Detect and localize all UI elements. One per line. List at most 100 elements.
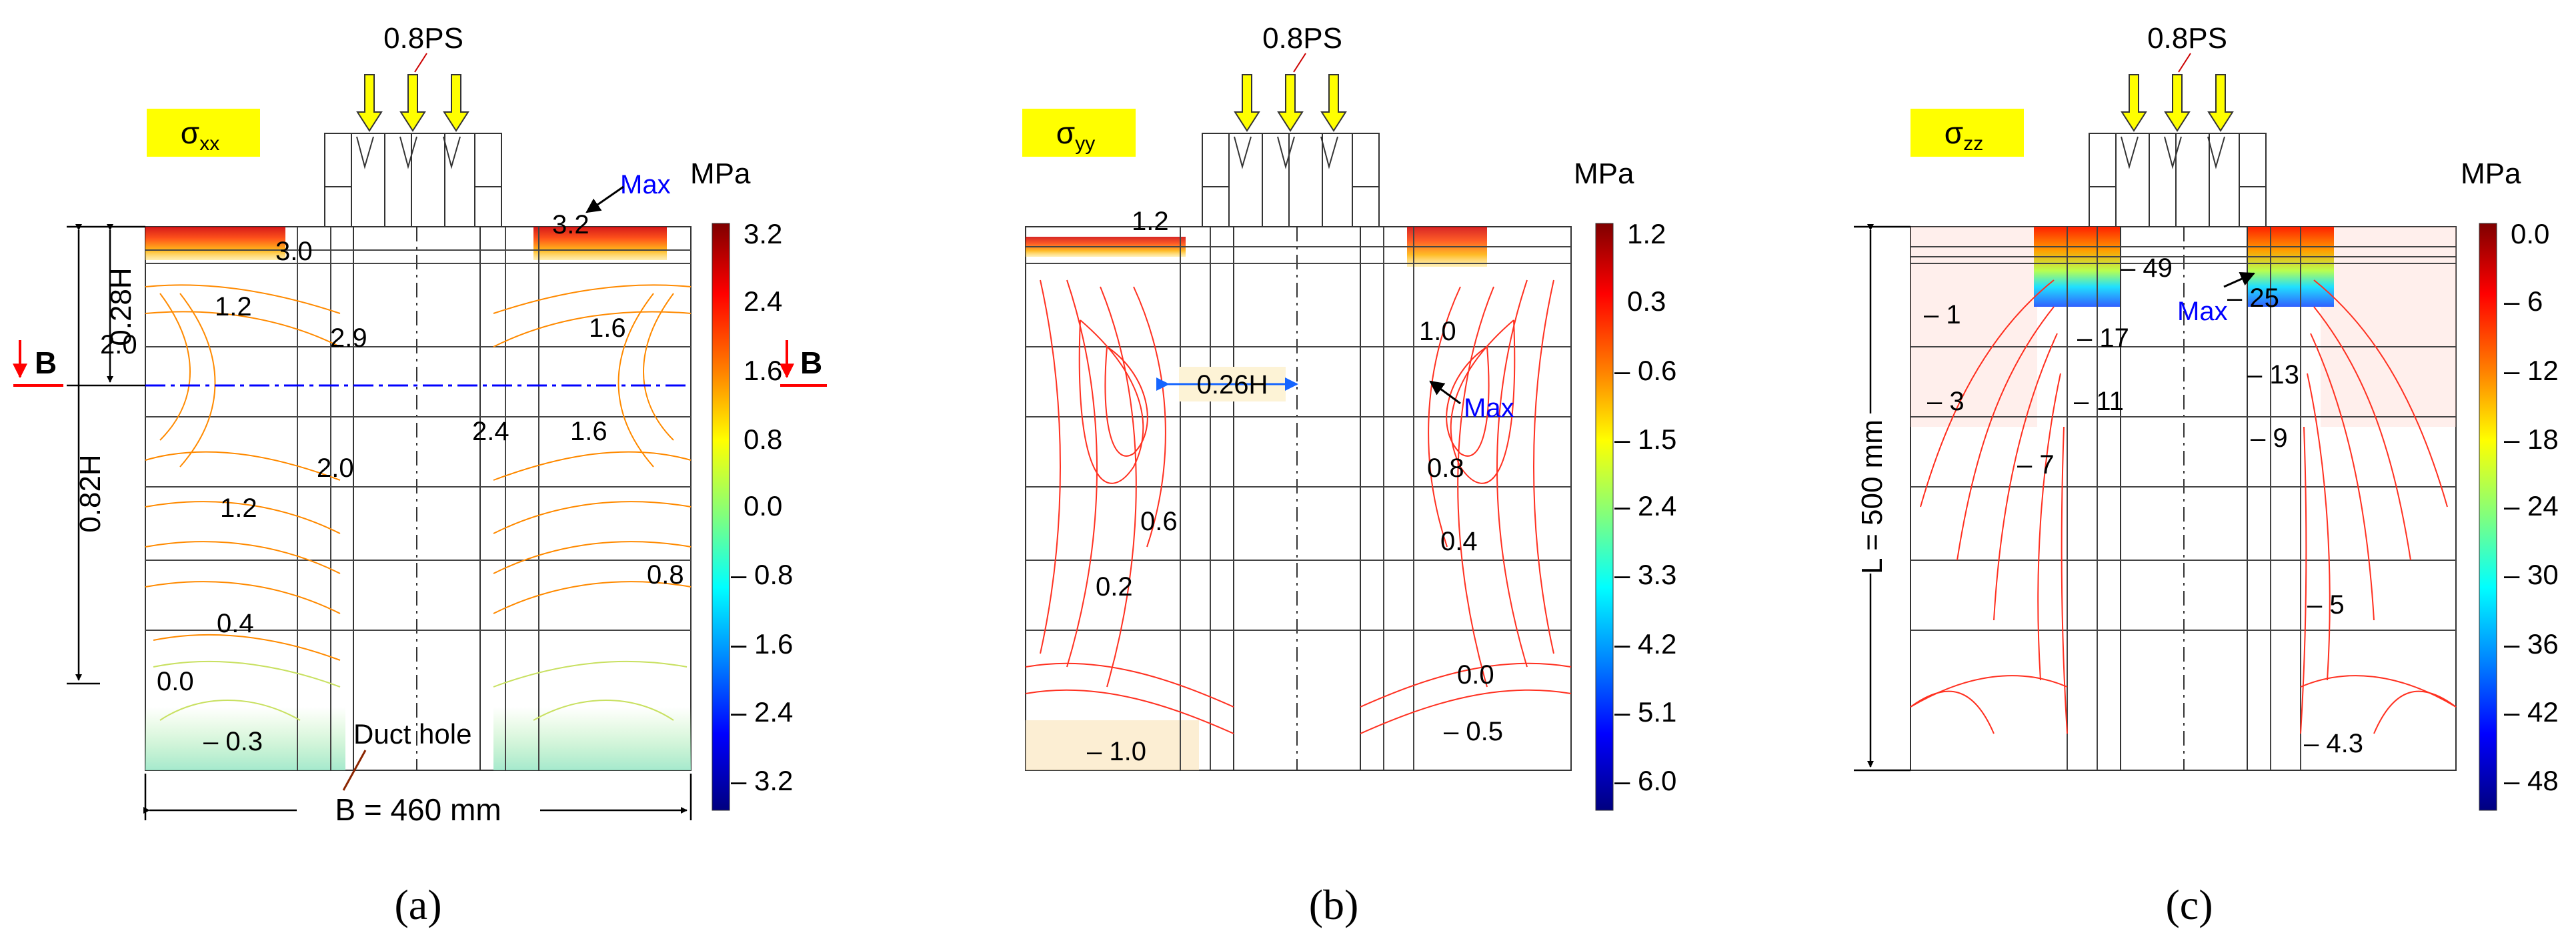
caption-c: (c) — [2165, 881, 2213, 928]
svg-text:– 6: – 6 — [2504, 285, 2543, 317]
svg-text:1.2: 1.2 — [220, 494, 257, 523]
svg-text:B: B — [35, 345, 57, 380]
dim-length: L = 500 mm — [1856, 419, 1888, 574]
svg-text:– 3.2: – 3.2 — [731, 765, 793, 796]
anchor-plate — [2089, 133, 2267, 234]
svg-text:1.2: 1.2 — [215, 292, 252, 321]
svg-text:2.4: 2.4 — [744, 285, 782, 317]
load-arrows — [2121, 74, 2234, 132]
contour-labels: – 49 – 25 – 1 – 17 – 13 – 3 – 11 – 9 – 7… — [1924, 253, 2363, 758]
colorbar — [1595, 223, 1614, 811]
svg-text:– 6.0: – 6.0 — [1614, 765, 1676, 796]
svg-text:– 3.3: – 3.3 — [1614, 559, 1676, 590]
svg-text:0.0: 0.0 — [157, 667, 194, 696]
svg-text:– 4.2: – 4.2 — [1614, 628, 1676, 660]
dim-upper-height: 0.28H — [105, 267, 137, 345]
svg-text:– 3: – 3 — [1927, 387, 1965, 416]
load-label: 0.8PS — [2147, 22, 2227, 55]
svg-text:– 24: – 24 — [2504, 490, 2559, 522]
svg-text:0.4: 0.4 — [217, 609, 254, 638]
svg-text:1.6: 1.6 — [570, 417, 607, 446]
svg-text:– 7: – 7 — [2017, 450, 2055, 480]
svg-text:0.4: 0.4 — [1440, 527, 1478, 556]
svg-text:– 17: – 17 — [2077, 323, 2129, 353]
unit-label: MPa — [2461, 157, 2521, 190]
colorbar-ticks: 1.2 0.3 – 0.6 – 1.5 – 2.4 – 3.3 – 4.2 – … — [1614, 218, 1676, 796]
svg-text:– 2.4: – 2.4 — [1614, 490, 1676, 522]
svg-text:– 0.5: – 0.5 — [1444, 717, 1503, 746]
svg-text:– 48: – 48 — [2504, 765, 2559, 796]
svg-text:– 4.3: – 4.3 — [2304, 729, 2363, 758]
colorbar-ticks: 3.2 2.4 1.6 0.8 0.0 – 0.8 – 1.6 – 2.4 – … — [731, 218, 793, 796]
dim-total-height: 0.82H — [74, 454, 107, 532]
component-label: σxx — [181, 115, 219, 155]
svg-text:2.4: 2.4 — [472, 417, 509, 446]
svg-text:– 13: – 13 — [2247, 360, 2299, 389]
section-marker-left: B — [13, 340, 63, 387]
svg-text:– 2.4: – 2.4 — [731, 696, 793, 728]
callout-label: 0.26H — [1197, 370, 1268, 399]
svg-text:3.2: 3.2 — [552, 210, 589, 239]
svg-text:B: B — [800, 345, 822, 380]
contour-labels: 3.2 3.0 1.2 2.0 2.9 1.6 2.4 1.6 2.0 1.2 … — [100, 210, 684, 756]
svg-text:– 49: – 49 — [2121, 253, 2173, 283]
max-label: Max — [620, 170, 671, 199]
contour-labels: 1.2 1.0 0.8 0.6 0.4 0.2 0.0 – 0.5 – 1.0 — [1087, 207, 1503, 766]
svg-text:1.6: 1.6 — [589, 313, 626, 343]
svg-text:– 42: – 42 — [2504, 696, 2559, 728]
svg-text:– 36: – 36 — [2504, 628, 2559, 660]
svg-text:– 1.6: – 1.6 — [731, 628, 793, 660]
svg-text:0.8: 0.8 — [647, 560, 684, 590]
svg-text:1.0: 1.0 — [1419, 317, 1456, 346]
svg-text:1.2: 1.2 — [1132, 207, 1169, 236]
svg-text:– 1.5: – 1.5 — [1614, 423, 1676, 455]
svg-text:– 5: – 5 — [2307, 590, 2345, 620]
svg-text:0.0: 0.0 — [744, 490, 782, 522]
anchor-plate — [1202, 133, 1380, 234]
svg-text:– 30: – 30 — [2504, 559, 2559, 590]
caption-b: (b) — [1309, 881, 1359, 928]
svg-text:3.2: 3.2 — [744, 218, 782, 249]
component-label: σzz — [1945, 115, 1983, 155]
svg-text:0.8: 0.8 — [744, 423, 782, 455]
svg-text:– 18: – 18 — [2504, 423, 2559, 455]
component-label-box — [1910, 109, 2024, 157]
svg-text:– 1: – 1 — [1924, 300, 1961, 329]
colorbar — [2479, 223, 2497, 811]
load-arrows — [1234, 74, 1347, 132]
unit-label: MPa — [690, 157, 751, 190]
svg-text:0.2: 0.2 — [1096, 572, 1133, 602]
svg-text:– 1.0: – 1.0 — [1087, 737, 1146, 766]
svg-text:1.6: 1.6 — [744, 355, 782, 386]
svg-text:0.3: 0.3 — [1627, 285, 1666, 317]
max-label: Max — [2177, 297, 2228, 326]
svg-text:1.2: 1.2 — [1627, 218, 1666, 249]
svg-text:– 12: – 12 — [2504, 355, 2559, 386]
svg-text:0.8: 0.8 — [1427, 453, 1464, 483]
load-label: 0.8PS — [383, 22, 463, 55]
svg-text:– 0.3: – 0.3 — [203, 727, 263, 756]
svg-text:– 5.1: – 5.1 — [1614, 696, 1676, 728]
panel-c: 0.8PS σzz — [1854, 22, 2559, 928]
panel-b: 0.8PS σyy — [1022, 22, 1676, 928]
load-arrows — [356, 74, 469, 132]
colorbar-ticks: 0.0 – 6 – 12 – 18 – 24 – 30 – 36 – 42 – … — [2504, 218, 2559, 796]
colorbar — [712, 223, 730, 811]
svg-text:– 0.8: – 0.8 — [731, 559, 793, 590]
component-label-box — [1022, 109, 1136, 157]
load-label: 0.8PS — [1262, 22, 1342, 55]
svg-text:0.0: 0.0 — [2511, 218, 2549, 249]
unit-label: MPa — [1574, 157, 1634, 190]
svg-text:2.0: 2.0 — [317, 453, 354, 483]
section-marker-right: B — [780, 340, 827, 387]
svg-text:2.0: 2.0 — [100, 330, 137, 359]
svg-text:– 0.6: – 0.6 — [1614, 355, 1676, 386]
component-label: σyy — [1056, 115, 1095, 155]
caption-a: (a) — [394, 881, 441, 928]
max-label: Max — [1464, 393, 1514, 423]
dim-width: B = 460 mm — [335, 792, 501, 827]
svg-text:2.9: 2.9 — [330, 323, 367, 353]
panel-a: 0.8PS σxx — [13, 22, 827, 928]
anchor-plate — [324, 133, 502, 234]
